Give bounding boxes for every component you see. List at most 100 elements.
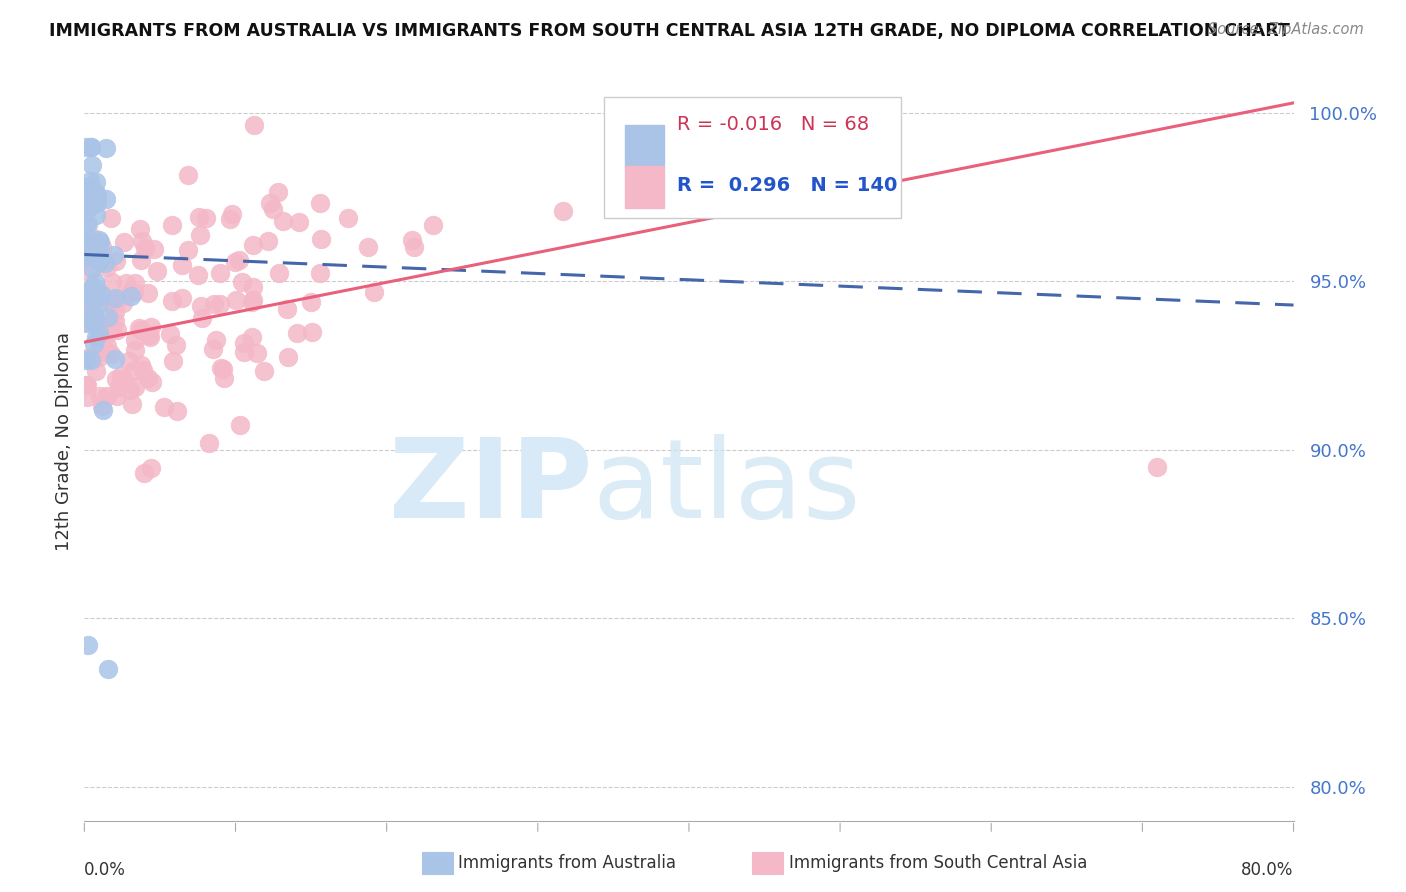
Point: [76, 194, 98, 208]
Point: [121, 397, 143, 411]
Point: [104, 371, 127, 385]
Point: [76, 378, 98, 392]
Point: [104, 292, 127, 306]
Point: [76, 217, 98, 231]
Point: [166, 404, 188, 418]
Point: [80, 299, 103, 313]
Point: [120, 289, 142, 303]
Point: [84, 329, 107, 343]
Point: [89, 249, 111, 263]
Point: [165, 337, 187, 351]
Point: [124, 334, 146, 348]
Point: [162, 354, 184, 368]
Point: [422, 219, 444, 233]
Point: [267, 266, 290, 280]
Point: [77, 238, 100, 252]
Point: [80, 139, 103, 153]
Point: [77, 301, 100, 315]
Point: [83, 246, 105, 260]
Point: [75, 190, 97, 204]
Point: [75, 139, 97, 153]
Point: [124, 380, 146, 394]
Point: [97, 344, 120, 359]
Point: [132, 363, 155, 377]
Point: [218, 211, 240, 226]
Point: [89, 255, 111, 269]
Point: [84, 363, 107, 377]
Point: [82, 231, 104, 245]
Point: [94, 256, 117, 270]
Point: [198, 436, 221, 450]
Point: [301, 325, 323, 339]
Point: [108, 379, 131, 393]
Point: [131, 234, 153, 248]
Point: [75, 378, 97, 392]
Point: [153, 400, 176, 414]
Point: [187, 211, 209, 225]
FancyBboxPatch shape: [624, 166, 664, 208]
Point: [128, 321, 150, 335]
Text: 80.0%: 80.0%: [1241, 861, 1294, 880]
Point: [111, 296, 134, 310]
Point: [97, 662, 120, 676]
Point: [75, 250, 97, 264]
Point: [122, 285, 145, 299]
Point: [233, 335, 256, 350]
Point: [84, 186, 107, 200]
Point: [87, 350, 110, 364]
Point: [75, 353, 97, 368]
Point: [77, 283, 100, 297]
Point: [129, 358, 152, 372]
Text: Source: ZipAtlas.com: Source: ZipAtlas.com: [1208, 22, 1364, 37]
Point: [101, 323, 124, 337]
Point: [160, 293, 183, 308]
Text: 0.0%: 0.0%: [84, 861, 127, 880]
Point: [221, 207, 243, 221]
Point: [110, 368, 132, 383]
Point: [104, 313, 127, 327]
Point: [83, 310, 105, 324]
Point: [104, 305, 127, 319]
Point: [271, 214, 294, 228]
Point: [80, 185, 103, 199]
Point: [242, 293, 264, 307]
Point: [187, 268, 209, 282]
Point: [89, 389, 111, 403]
Point: [75, 202, 97, 217]
FancyBboxPatch shape: [605, 96, 901, 218]
Point: [96, 389, 118, 403]
Point: [96, 327, 118, 342]
Point: [134, 241, 156, 255]
Point: [79, 298, 101, 312]
Point: [112, 373, 135, 387]
Point: [129, 323, 152, 337]
Point: [240, 330, 263, 344]
Point: [190, 299, 212, 313]
Point: [97, 318, 120, 333]
Point: [79, 266, 101, 280]
Point: [177, 243, 200, 257]
Point: [309, 266, 332, 280]
Point: [201, 342, 224, 356]
Point: [76, 245, 98, 260]
Point: [103, 248, 125, 262]
Point: [160, 218, 183, 232]
Point: [75, 315, 97, 329]
Point: [242, 280, 264, 294]
Point: [76, 639, 98, 653]
Point: [79, 179, 101, 194]
Point: [100, 295, 122, 310]
Point: [142, 242, 165, 256]
Point: [80, 353, 103, 368]
Point: [75, 179, 97, 194]
Point: [129, 252, 152, 267]
Point: [205, 333, 228, 347]
Point: [287, 215, 309, 229]
Point: [100, 211, 122, 226]
Point: [145, 264, 167, 278]
Point: [93, 343, 115, 358]
Text: R =  0.296   N = 140: R = 0.296 N = 140: [676, 176, 897, 194]
Point: [79, 139, 101, 153]
Point: [141, 375, 163, 389]
Point: [79, 239, 101, 253]
